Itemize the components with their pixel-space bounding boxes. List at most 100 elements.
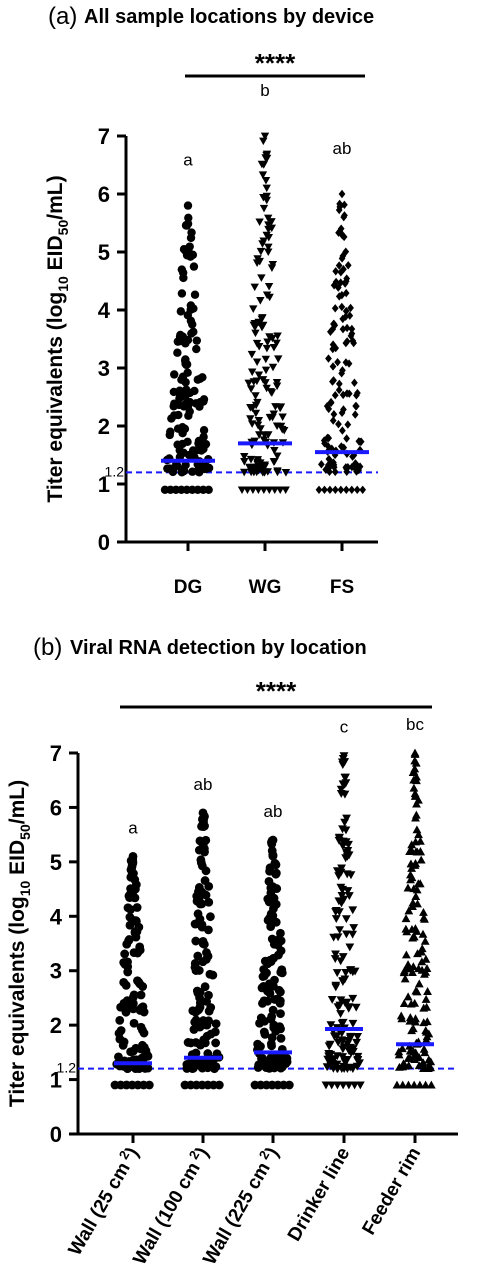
data-point-a [325, 454, 333, 464]
data-point-b [408, 968, 417, 976]
data-point-b [118, 1002, 128, 1012]
data-point-a [344, 463, 351, 473]
y-tick-label-b: 1 [50, 1068, 62, 1093]
data-point-b [256, 1013, 266, 1023]
data-point-a [346, 311, 354, 320]
data-point-b [405, 1013, 415, 1022]
data-point-a [174, 410, 183, 420]
data-point-a [254, 416, 264, 425]
data-point-b [331, 908, 341, 916]
data-point-a [265, 486, 274, 494]
data-point-b [348, 1019, 358, 1028]
data-point-a [324, 441, 332, 451]
data-point-b [345, 1034, 355, 1043]
reference-line-label-a: 1.2 [105, 463, 125, 479]
data-point-b [340, 758, 350, 767]
data-point-b [270, 975, 279, 985]
y-tick-label-b: 4 [50, 904, 63, 929]
data-point-b [410, 756, 420, 765]
data-point-a [347, 331, 355, 341]
data-point-b [397, 1014, 407, 1023]
data-point-b [125, 1003, 135, 1013]
data-point-a [320, 436, 328, 445]
data-point-b [322, 1063, 332, 1072]
data-point-a [331, 467, 339, 477]
data-point-b [413, 949, 422, 958]
data-point-b [204, 1006, 214, 1016]
data-point-b [355, 1081, 365, 1090]
data-point-b [352, 1062, 362, 1071]
data-point-b [327, 996, 337, 1004]
data-point-a [342, 247, 350, 256]
data-point-b [125, 893, 134, 902]
data-point-a [183, 219, 193, 228]
data-point-b [115, 1015, 125, 1025]
data-point-b [335, 926, 345, 935]
data-point-b [404, 1080, 413, 1089]
data-point-a [268, 334, 277, 343]
data-point-a [263, 338, 272, 347]
data-point-b [257, 983, 267, 993]
data-point-a [246, 455, 256, 464]
data-point-b [409, 1080, 419, 1089]
data-point-a [343, 389, 351, 398]
data-point-b [417, 957, 427, 966]
data-point-b [350, 967, 360, 976]
data-point-a [258, 240, 267, 248]
group-letter-b: ab [264, 802, 283, 821]
data-point-a [349, 336, 357, 346]
data-point-a [244, 379, 253, 388]
data-point-b [129, 1018, 139, 1028]
data-point-b [128, 852, 138, 861]
data-point-a [259, 321, 268, 330]
data-point-a [189, 327, 198, 337]
data-point-b [411, 892, 421, 901]
data-point-b [339, 895, 349, 904]
data-point-a [264, 282, 274, 291]
data-point-b [195, 993, 204, 1003]
data-point-b [344, 1081, 354, 1090]
data-point-b [253, 1039, 263, 1049]
data-point-a [354, 388, 361, 398]
data-point-b [409, 932, 419, 941]
data-point-a [198, 373, 207, 382]
data-point-a [184, 411, 193, 420]
data-point-a [331, 304, 339, 313]
data-point-a [262, 184, 271, 193]
data-point-a [340, 443, 348, 452]
group-letter-b: a [128, 818, 138, 837]
data-point-b [420, 914, 429, 923]
data-point-a [261, 366, 271, 375]
data-point-b [121, 980, 131, 990]
data-point-b [183, 1061, 193, 1071]
data-point-b [398, 1080, 408, 1089]
data-point-a [271, 403, 280, 411]
data-point-a [248, 486, 258, 494]
data-point-b [195, 1022, 205, 1032]
data-point-a [183, 311, 193, 320]
data-point-b [399, 999, 409, 1008]
data-point-a [239, 468, 249, 477]
chart-title-a: All sample locations by device [84, 6, 374, 28]
data-point-b [202, 948, 211, 957]
data-point-b [412, 825, 422, 834]
data-point-b [115, 1034, 125, 1044]
data-point-a [201, 439, 211, 449]
data-point-b [269, 899, 279, 908]
data-point-b [327, 1081, 337, 1090]
chart-a-svg: (a) All sample locations by device **** … [44, 3, 378, 598]
data-point-b [266, 957, 276, 966]
data-point-a [178, 439, 187, 449]
data-point-b [419, 907, 428, 916]
data-point-b [276, 946, 286, 956]
y-tick-label-a: 1 [98, 472, 110, 497]
data-point-a [192, 344, 201, 354]
chart-b-svg: (b) Viral RNA detection by location ****… [6, 634, 458, 1268]
data-point-b [412, 799, 421, 808]
data-point-b [421, 1026, 431, 1035]
data-point-b [341, 826, 351, 835]
data-point-b [135, 945, 145, 955]
data-point-b [394, 1047, 404, 1056]
data-point-a [337, 485, 345, 494]
data-point-a [329, 344, 337, 354]
